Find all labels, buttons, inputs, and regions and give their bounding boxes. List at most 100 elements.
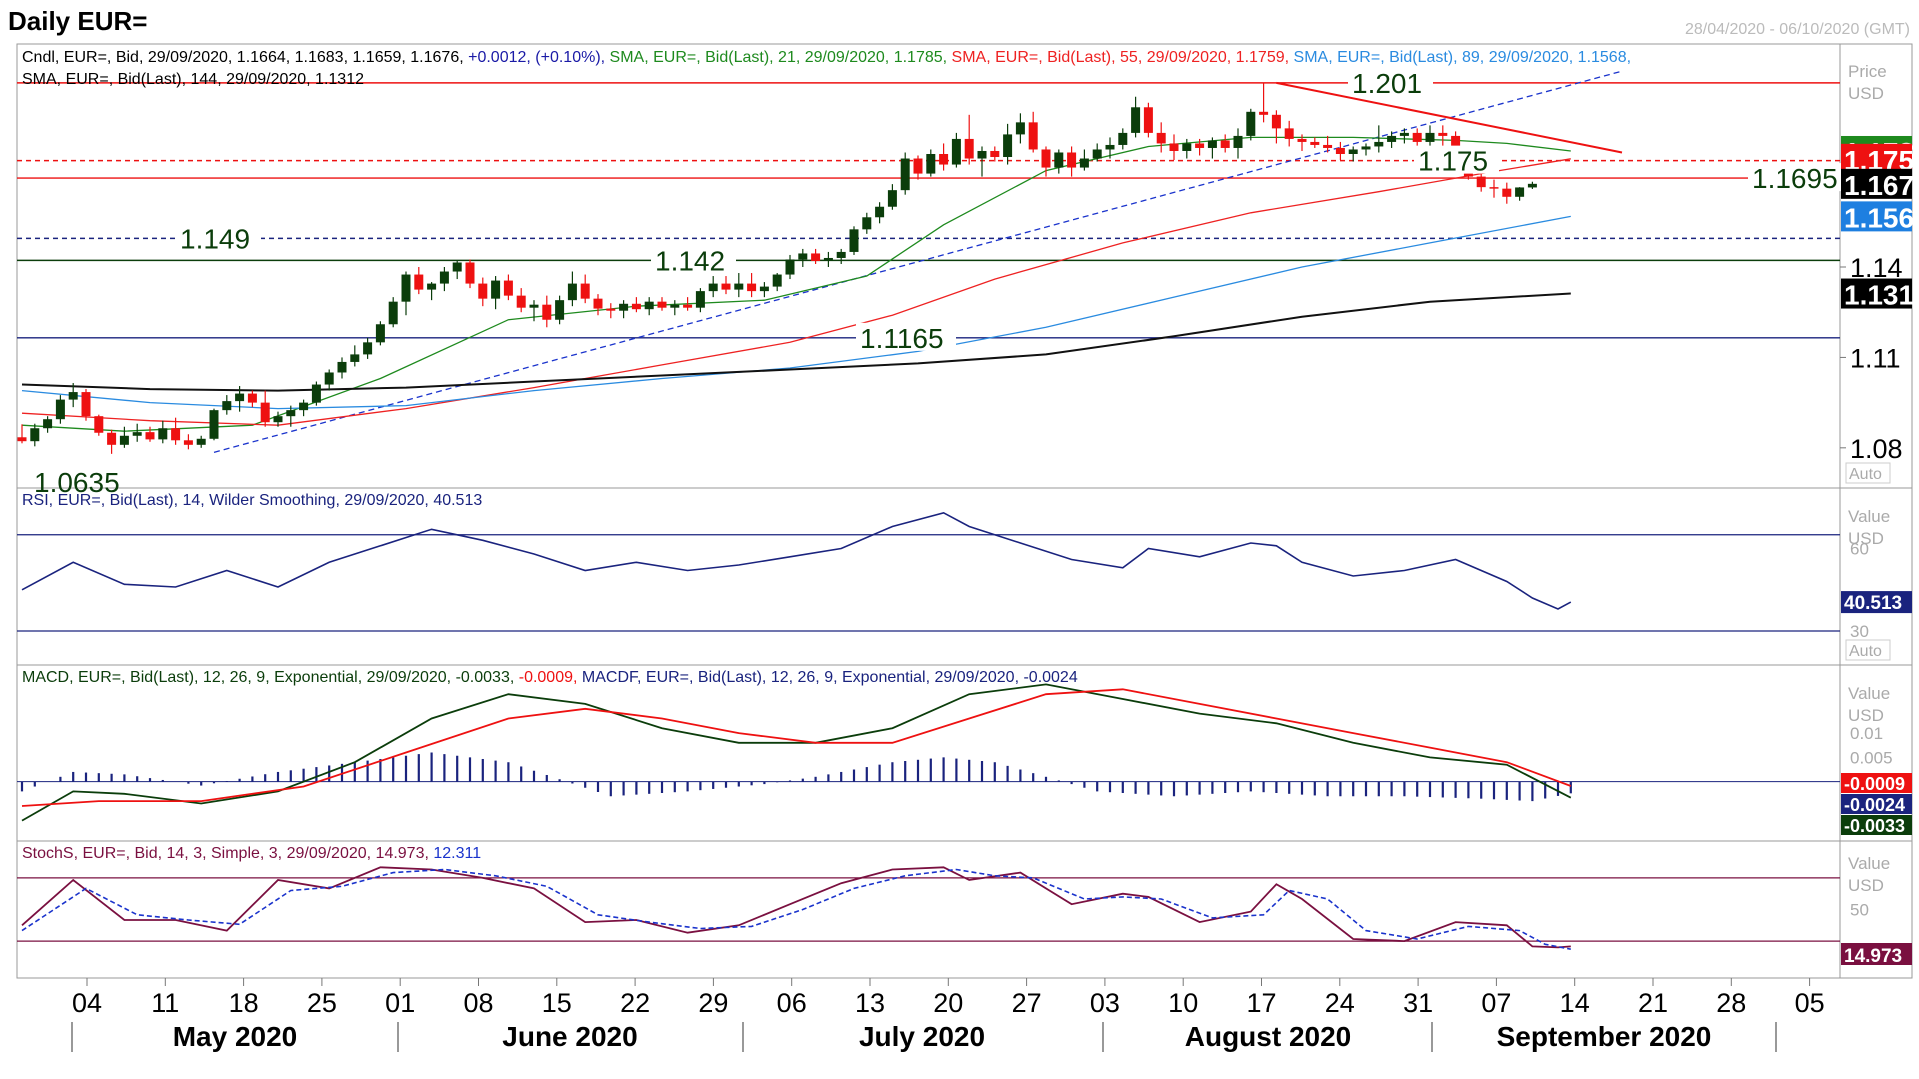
candle-body[interactable] [43, 419, 53, 429]
stochastic-panel[interactable]: 50 14.973 [17, 866, 1912, 967]
candle-body[interactable] [708, 283, 718, 292]
candle-body[interactable] [350, 354, 360, 362]
candle-body[interactable] [1067, 152, 1077, 168]
candle-body[interactable] [1143, 107, 1153, 133]
candle-body[interactable] [900, 158, 910, 191]
candle-body[interactable] [721, 283, 731, 290]
candle-body[interactable] [529, 304, 539, 308]
candle-body[interactable] [196, 438, 206, 445]
rsi-auto-button[interactable] [1845, 639, 1891, 661]
candle-body[interactable] [375, 324, 385, 343]
candle-body[interactable] [427, 283, 437, 290]
candle-body[interactable] [299, 402, 309, 411]
candle-body[interactable] [1092, 149, 1102, 159]
candle-body[interactable] [913, 158, 923, 174]
candle-body[interactable] [772, 274, 782, 287]
candle-body[interactable] [849, 229, 859, 252]
candle-body[interactable] [516, 295, 526, 308]
candle-body[interactable] [311, 384, 321, 403]
macd-panel[interactable]: 0.01 0.005 -0.0009-0.0024-0.0033 [17, 683, 1912, 836]
candle-body[interactable] [145, 432, 155, 440]
price-panel[interactable]: 1.0635 1.201 1.175 1.1695 1.149 1.142 1.1165 1.… [17, 67, 1914, 498]
candle-body[interactable] [401, 274, 411, 302]
candle-body[interactable] [759, 286, 769, 292]
candle-body[interactable] [235, 393, 245, 402]
candle-body[interactable] [555, 300, 565, 320]
candle-body[interactable] [734, 283, 744, 290]
candle-body[interactable] [823, 257, 833, 261]
candle-body[interactable] [747, 283, 757, 292]
candle-body[interactable] [1182, 143, 1192, 151]
candle-body[interactable] [1361, 146, 1371, 150]
candle-body[interactable] [1348, 149, 1358, 154]
candle-body[interactable] [286, 410, 296, 417]
candle-body[interactable] [1297, 138, 1307, 142]
candle-body[interactable] [785, 259, 795, 275]
candle-body[interactable] [1425, 132, 1435, 142]
candle-body[interactable] [119, 435, 129, 445]
candle-body[interactable] [1476, 176, 1486, 188]
candle-body[interactable] [1399, 132, 1409, 136]
candle-body[interactable] [1310, 141, 1320, 145]
candle-body[interactable] [964, 138, 974, 159]
candle-body[interactable] [158, 428, 168, 440]
candle-body[interactable] [81, 392, 91, 417]
candle-body[interactable] [542, 304, 552, 320]
candle-body[interactable] [465, 262, 475, 284]
candle-body[interactable] [670, 304, 680, 308]
candle-body[interactable] [1156, 132, 1166, 144]
candle-body[interactable] [414, 274, 424, 290]
candle-body[interactable] [939, 153, 949, 165]
candle-body[interactable] [183, 440, 193, 445]
candle-body[interactable] [55, 399, 65, 420]
candle-body[interactable] [951, 138, 961, 165]
candle-body[interactable] [1233, 135, 1243, 148]
candle-body[interactable] [324, 372, 334, 385]
candle-body[interactable] [222, 401, 232, 411]
candle-body[interactable] [1207, 140, 1217, 148]
candle-body[interactable] [171, 428, 181, 441]
candle-body[interactable] [1079, 158, 1089, 168]
candle-body[interactable] [1131, 107, 1141, 133]
candle-body[interactable] [503, 280, 513, 296]
candle-body[interactable] [683, 304, 693, 308]
candle-body[interactable] [1054, 152, 1064, 168]
candle-body[interactable] [388, 301, 398, 325]
candle-body[interactable] [977, 150, 987, 159]
candle-body[interactable] [580, 283, 590, 299]
candle-body[interactable] [567, 283, 577, 301]
candle-body[interactable] [593, 298, 603, 309]
candle-body[interactable] [990, 150, 1000, 158]
candle-body[interactable] [1412, 132, 1422, 142]
candle-body[interactable] [363, 342, 373, 355]
candle-body[interactable] [273, 416, 283, 423]
candle-body[interactable] [132, 432, 142, 436]
candle-body[interactable] [1118, 132, 1128, 145]
candle-body[interactable] [1271, 114, 1281, 129]
candle-body[interactable] [1220, 140, 1230, 148]
candle-body[interactable] [1387, 135, 1397, 142]
candle-body[interactable] [798, 253, 808, 260]
candle-body[interactable] [619, 303, 629, 311]
rsi-panel[interactable]: 60 30 40.513 [17, 511, 1912, 641]
candle-body[interactable] [836, 251, 846, 258]
candle-body[interactable] [30, 428, 40, 442]
candle-body[interactable] [1246, 111, 1256, 136]
candle-body[interactable] [657, 301, 667, 308]
candle-body[interactable] [260, 402, 270, 423]
candle-body[interactable] [478, 283, 488, 299]
candle-body[interactable] [862, 217, 872, 230]
candle-body[interactable] [491, 280, 501, 299]
candle-body[interactable] [1489, 187, 1499, 189]
candle-body[interactable] [1169, 143, 1179, 151]
candle-body[interactable] [606, 308, 616, 311]
candle-body[interactable] [631, 303, 641, 310]
candle-body[interactable] [247, 393, 257, 403]
candle-body[interactable] [107, 432, 117, 445]
candle-body[interactable] [1323, 144, 1333, 148]
candle-body[interactable] [1527, 183, 1537, 188]
candle-body[interactable] [1335, 147, 1345, 154]
candle-body[interactable] [1259, 111, 1269, 115]
candle-body[interactable] [1028, 122, 1038, 150]
candle-body[interactable] [1041, 149, 1051, 168]
